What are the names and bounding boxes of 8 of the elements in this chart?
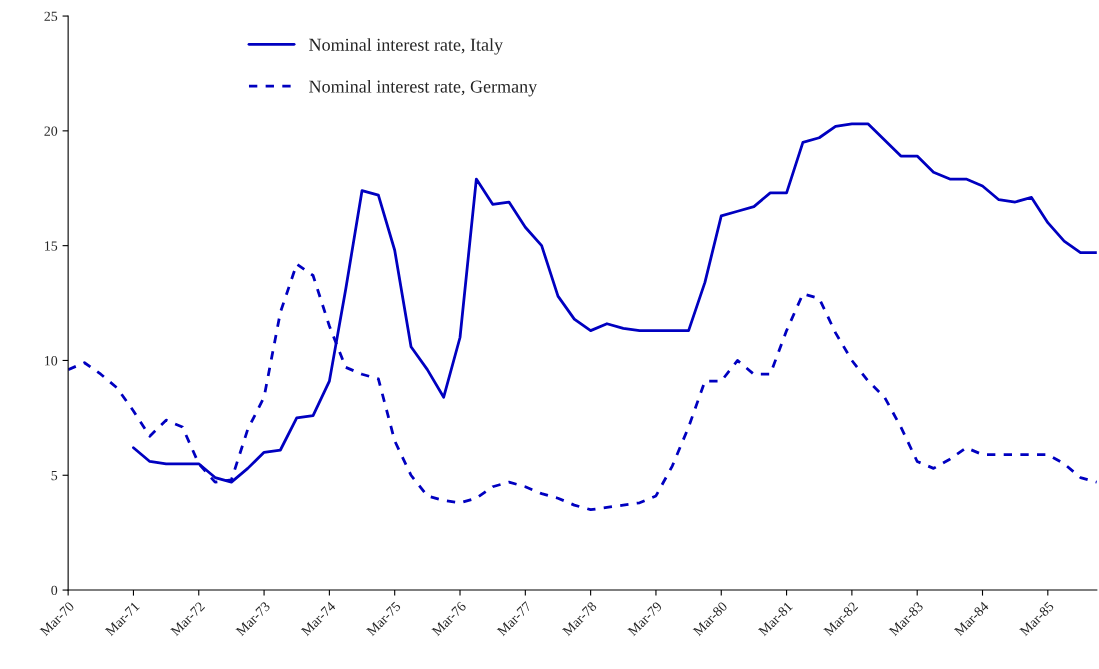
y-tick-label: 5	[51, 470, 58, 481]
y-tick-label: 20	[44, 126, 58, 136]
legend-label: Nominal interest rate, Germany	[309, 79, 538, 97]
y-tick-label: 15	[45, 241, 58, 251]
legend-label: Nominal interest rate, Italy	[309, 38, 504, 55]
y-tick-label: 10	[45, 356, 58, 366]
y-tick-label: 0	[51, 585, 58, 596]
y-tick-label: 25	[44, 11, 58, 22]
